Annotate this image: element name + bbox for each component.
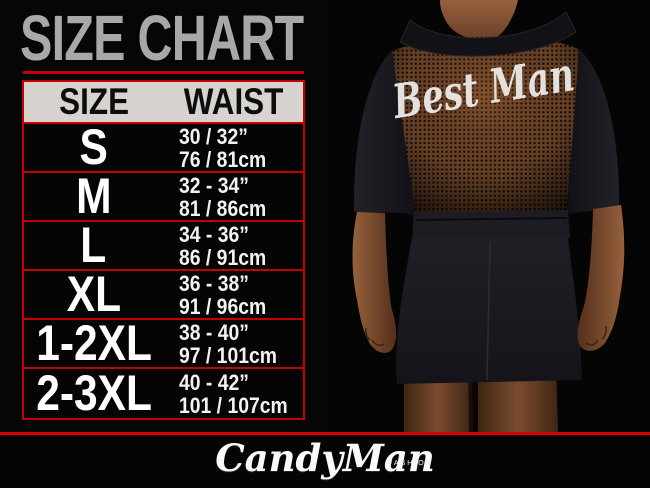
- left-arm: [352, 212, 397, 353]
- column-header-waist: WAIST: [164, 81, 304, 122]
- left-sleeve: [353, 50, 416, 218]
- size-cell: S: [24, 119, 164, 175]
- size-cell: 2-3XL: [24, 365, 164, 421]
- product-photo: Best Man: [330, 0, 650, 433]
- size-cell: XL: [24, 266, 164, 322]
- waist-cm: 86 / 91cm: [178, 244, 266, 270]
- waist-cm: 97 / 101cm: [178, 342, 277, 368]
- column-header-waist-label: WAIST: [183, 81, 284, 122]
- waist-inches: 34 - 36”: [178, 221, 249, 247]
- table-row: S 30 / 32” 76 / 81cm: [24, 119, 304, 175]
- size-label: 1-2XL: [35, 315, 152, 371]
- waist-cell: 36 - 38” 91 / 96cm: [164, 271, 304, 318]
- waist-inches: 38 - 40”: [178, 319, 249, 345]
- size-cell: 1-2XL: [24, 315, 164, 371]
- size-label: XL: [66, 266, 121, 322]
- size-label: 2-3XL: [35, 365, 152, 421]
- waist-cm: 101 / 107cm: [178, 392, 288, 418]
- column-header-size: SIZE: [24, 81, 164, 122]
- table-row: 2-3XL 40 - 42” 101 / 107cm: [24, 365, 304, 421]
- table-row: M 32 - 34” 81 / 86cm: [24, 168, 304, 224]
- right-arm: [577, 205, 625, 351]
- footer: CandyMan FASHION: [0, 435, 650, 488]
- size-label: M: [76, 168, 112, 224]
- belt-seam: [415, 217, 568, 221]
- size-label: S: [79, 119, 108, 175]
- waist-cm: 76 / 81cm: [178, 146, 266, 172]
- bottom-divider-line: [0, 432, 650, 435]
- waist-inches: 32 - 34”: [178, 172, 249, 198]
- waist-cell: 32 - 34” 81 / 86cm: [164, 173, 304, 220]
- mesh-shading: [390, 36, 580, 218]
- page-title: SIZE CHART: [20, 2, 304, 75]
- size-cell: L: [24, 217, 164, 273]
- waist-cm: 81 / 86cm: [178, 195, 266, 221]
- model-neck: [440, 0, 518, 40]
- skirt-seam: [486, 241, 491, 381]
- waist-cell: 40 - 42” 101 / 107cm: [164, 369, 304, 418]
- right-sleeve: [567, 49, 620, 214]
- waist-inches: 30 / 32”: [178, 123, 248, 149]
- waist-inches: 36 - 38”: [178, 270, 249, 296]
- waist-inches: 40 - 42”: [178, 369, 249, 395]
- robe-collar: [399, 11, 577, 57]
- robe-belt: [412, 210, 570, 240]
- waist-cm: 91 / 96cm: [178, 293, 266, 319]
- table-header-row: SIZE WAIST: [24, 81, 304, 124]
- title-underline: [23, 71, 304, 74]
- size-cell: M: [24, 168, 164, 224]
- table-row: XL 36 - 38” 91 / 96cm: [24, 266, 304, 322]
- brand-name: CandyMan: [215, 436, 435, 480]
- waist-cell: 34 - 36” 86 / 91cm: [164, 222, 304, 269]
- model-back-view: Best Man: [352, 0, 625, 433]
- brand-logo: CandyMan FASHION: [215, 436, 435, 488]
- table-row: L 34 - 36” 86 / 91cm: [24, 217, 304, 273]
- size-label: L: [80, 217, 107, 273]
- size-chart-table: SIZE WAIST S 30 / 32” 76 / 81cm M 32 - 3…: [22, 80, 305, 420]
- waist-cell: 38 - 40” 97 / 101cm: [164, 320, 304, 367]
- brand-sub-label: FASHION: [388, 460, 433, 467]
- column-header-size-label: SIZE: [58, 81, 129, 122]
- table-row: 1-2XL 38 - 40” 97 / 101cm: [24, 315, 304, 371]
- waist-cell: 30 / 32” 76 / 81cm: [164, 124, 304, 171]
